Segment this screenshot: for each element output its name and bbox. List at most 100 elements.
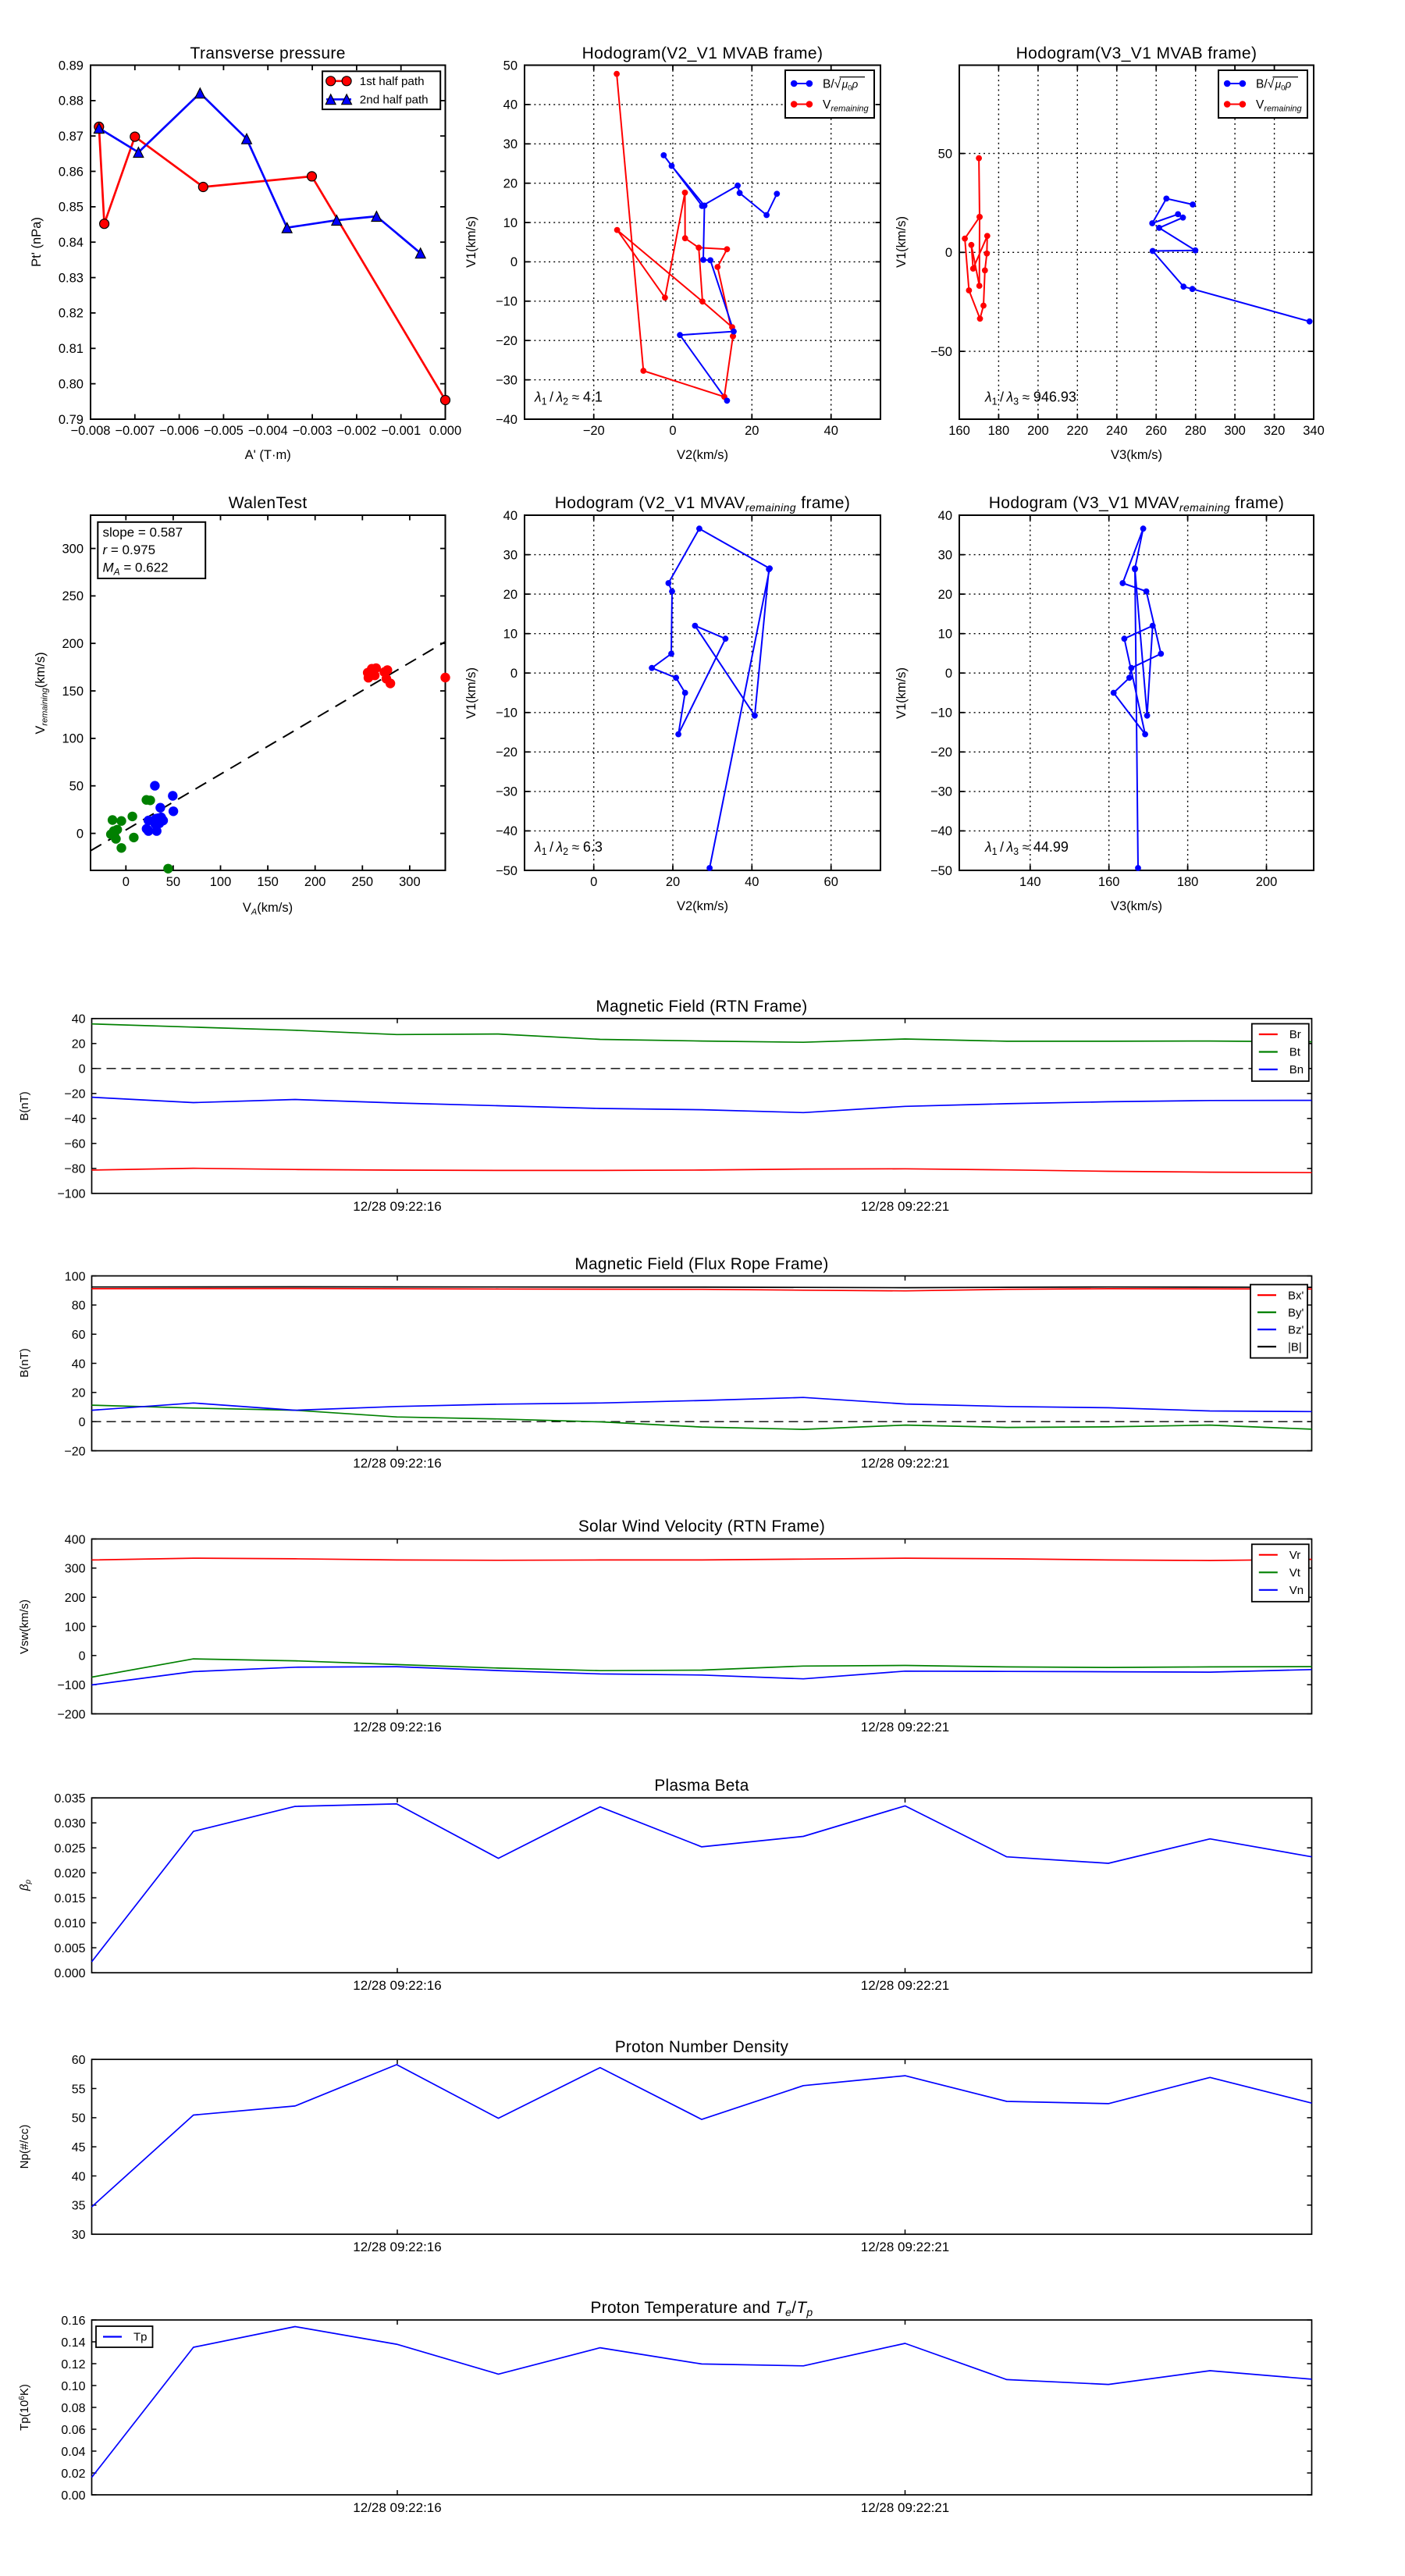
svg-text:−20: −20 [64, 1088, 85, 1101]
svg-text:Np(#/cc): Np(#/cc) [18, 2125, 31, 2169]
svg-text:45: 45 [72, 2141, 86, 2154]
svg-text:Bt: Bt [1289, 1046, 1301, 1059]
svg-text:MA = 0.622: MA = 0.622 [103, 560, 169, 578]
svg-text:35: 35 [72, 2200, 86, 2213]
svg-text:0: 0 [123, 875, 130, 889]
svg-text:20: 20 [503, 588, 518, 602]
svg-text:50: 50 [69, 780, 84, 794]
svg-text:150: 150 [62, 685, 84, 699]
svg-text:βp: βp [18, 1879, 33, 1891]
svg-text:0: 0 [79, 1650, 86, 1663]
svg-text:0: 0 [76, 827, 84, 841]
svg-text:20: 20 [503, 177, 518, 191]
svg-text:12/28 09:22:16: 12/28 09:22:16 [353, 2240, 441, 2254]
svg-text:0.035: 0.035 [54, 1792, 85, 1806]
svg-text:55: 55 [72, 2083, 86, 2096]
svg-text:2nd half path: 2nd half path [360, 94, 429, 107]
svg-text:0.81: 0.81 [59, 342, 84, 356]
svg-text:250: 250 [352, 875, 374, 889]
svg-text:0: 0 [510, 255, 518, 269]
svg-text:Magnetic Field (RTN Frame): Magnetic Field (RTN Frame) [596, 998, 808, 1016]
svg-text:−50: −50 [496, 864, 518, 878]
svg-text:20: 20 [666, 875, 680, 889]
svg-text:40: 40 [503, 98, 518, 112]
svg-text:240: 240 [1106, 424, 1128, 438]
svg-text:−20: −20 [496, 334, 518, 348]
svg-text:Proton Number Density: Proton Number Density [615, 2038, 789, 2056]
svg-text:100: 100 [65, 1270, 86, 1283]
svg-text:12/28 09:22:21: 12/28 09:22:21 [861, 1199, 949, 1214]
svg-text:40: 40 [938, 509, 952, 523]
svg-text:0.88: 0.88 [59, 94, 84, 109]
svg-text:0.02: 0.02 [61, 2467, 85, 2481]
svg-text:0.84: 0.84 [59, 236, 84, 250]
svg-text:0: 0 [79, 1416, 86, 1429]
svg-text:320: 320 [1264, 424, 1286, 438]
svg-text:Bn: Bn [1289, 1063, 1304, 1076]
svg-text:V1(km/s): V1(km/s) [895, 216, 909, 268]
svg-text:V1(km/s): V1(km/s) [464, 667, 478, 719]
svg-text:30: 30 [938, 548, 952, 562]
svg-text:V1(km/s): V1(km/s) [464, 216, 478, 268]
svg-text:0.005: 0.005 [54, 1942, 85, 1955]
svg-text:12/28 09:22:16: 12/28 09:22:16 [353, 2500, 441, 2515]
svg-text:40: 40 [72, 1357, 86, 1371]
svg-text:Tp(106K): Tp(106K) [18, 2384, 31, 2431]
svg-text:60: 60 [824, 875, 838, 889]
svg-text:30: 30 [72, 2229, 86, 2242]
svg-text:0.015: 0.015 [54, 1892, 85, 1905]
svg-text:20: 20 [745, 424, 759, 438]
svg-text:−20: −20 [583, 424, 605, 438]
svg-text:0.14: 0.14 [61, 2336, 85, 2350]
svg-text:λ1 / λ3 ≈ 44.99: λ1 / λ3 ≈ 44.99 [984, 839, 1069, 857]
svg-text:V3(km/s): V3(km/s) [1111, 899, 1162, 913]
svg-text:0: 0 [945, 667, 952, 681]
svg-text:A' (T·m): A' (T·m) [245, 448, 291, 462]
svg-text:0.08: 0.08 [61, 2402, 85, 2415]
svg-text:200: 200 [65, 1592, 86, 1605]
svg-text:−80: −80 [64, 1163, 85, 1176]
svg-text:−100: −100 [57, 1679, 85, 1692]
svg-text:−40: −40 [64, 1113, 85, 1126]
svg-text:−60: −60 [64, 1138, 85, 1151]
svg-text:0.89: 0.89 [59, 59, 84, 73]
svg-text:V2(km/s): V2(km/s) [677, 448, 728, 462]
svg-text:−10: −10 [930, 706, 952, 720]
svg-text:0.04: 0.04 [61, 2446, 85, 2459]
svg-text:10: 10 [503, 216, 518, 230]
svg-text:40: 40 [72, 2170, 86, 2183]
svg-text:0.16: 0.16 [61, 2314, 85, 2328]
svg-text:300: 300 [65, 1563, 86, 1576]
svg-text:Magnetic Field (Flux Rope Fram: Magnetic Field (Flux Rope Frame) [574, 1255, 828, 1273]
svg-text:50: 50 [72, 2112, 86, 2126]
svg-text:40: 40 [824, 424, 838, 438]
svg-text:0: 0 [590, 875, 597, 889]
svg-text:10: 10 [503, 628, 518, 642]
svg-text:−0.004: −0.004 [248, 424, 288, 438]
svg-text:200: 200 [62, 637, 84, 651]
svg-text:180: 180 [1177, 875, 1199, 889]
svg-text:40: 40 [745, 875, 759, 889]
svg-text:0.000: 0.000 [429, 424, 461, 438]
svg-text:0.12: 0.12 [61, 2358, 85, 2371]
svg-text:−40: −40 [496, 824, 518, 838]
svg-text:260: 260 [1145, 424, 1167, 438]
svg-text:300: 300 [1224, 424, 1246, 438]
svg-text:−200: −200 [57, 1708, 85, 1721]
svg-text:160: 160 [948, 424, 970, 438]
svg-text:0.83: 0.83 [59, 271, 84, 285]
svg-text:Transverse pressure: Transverse pressure [190, 44, 346, 62]
svg-text:−100: −100 [57, 1188, 85, 1201]
svg-text:WalenTest: WalenTest [229, 494, 308, 512]
svg-text:Pt' (nPa): Pt' (nPa) [30, 217, 44, 267]
svg-text:12/28 09:22:21: 12/28 09:22:21 [861, 1456, 949, 1471]
svg-text:10: 10 [938, 628, 952, 642]
svg-text:Hodogram (V3_V1 MVAVremaining: Hodogram (V3_V1 MVAVremaining frame) [989, 494, 1285, 514]
svg-text:−30: −30 [496, 785, 518, 799]
svg-text:0.10: 0.10 [61, 2380, 85, 2393]
svg-text:200: 200 [1256, 875, 1278, 889]
svg-text:−10: −10 [496, 706, 518, 720]
svg-text:|B|: |B| [1288, 1340, 1302, 1354]
svg-text:Br: Br [1289, 1028, 1301, 1041]
svg-text:0.85: 0.85 [59, 201, 84, 215]
